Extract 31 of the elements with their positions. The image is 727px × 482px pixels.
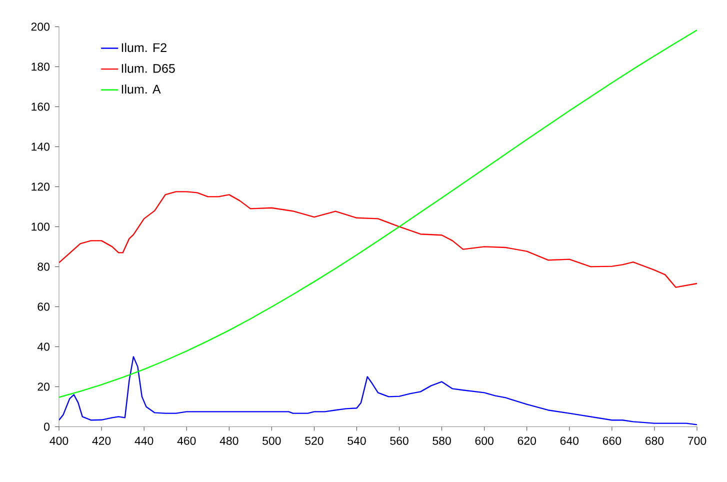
y-tick-label: 0 xyxy=(44,422,50,431)
y-tick-label: 60 xyxy=(38,302,50,311)
y-tick-label: 200 xyxy=(31,22,50,31)
x-tick-label: 400 xyxy=(50,436,68,445)
x-tick-label: 660 xyxy=(602,436,622,445)
y-tick-label: 100 xyxy=(32,222,50,231)
legend-label: Ilum. D65 xyxy=(122,64,175,73)
x-tick-label: 560 xyxy=(390,436,408,445)
y-tick-label: 180 xyxy=(32,62,50,71)
y-tick-label: 120 xyxy=(32,182,50,191)
legend-label: Ilum. F2 xyxy=(122,42,166,52)
x-tick-label: 640 xyxy=(560,436,579,445)
x-tick-label: 480 xyxy=(220,436,238,445)
x-tick-label: 540 xyxy=(348,436,366,445)
y-tick-label: 160 xyxy=(32,102,50,111)
legend-label: Ilum. A xyxy=(122,84,161,94)
line-series xyxy=(59,191,698,288)
x-tick-label: 600 xyxy=(475,436,494,445)
x-tick-label: 580 xyxy=(432,436,451,445)
x-tick-label: 440 xyxy=(134,436,154,445)
y-tick-label: 20 xyxy=(38,382,50,391)
x-tick-label: 520 xyxy=(305,436,324,445)
x-tick-label: 460 xyxy=(177,436,196,445)
y-tick-label: 140 xyxy=(32,142,50,151)
x-tick-label: 700 xyxy=(688,436,706,445)
y-tick-label: 40 xyxy=(37,342,50,351)
x-tick-label: 420 xyxy=(92,436,111,445)
y-tick-label: 80 xyxy=(38,262,50,271)
x-tick-label: 680 xyxy=(645,436,664,445)
x-tick-label: 620 xyxy=(518,436,536,445)
x-tick-label: 500 xyxy=(262,436,281,445)
